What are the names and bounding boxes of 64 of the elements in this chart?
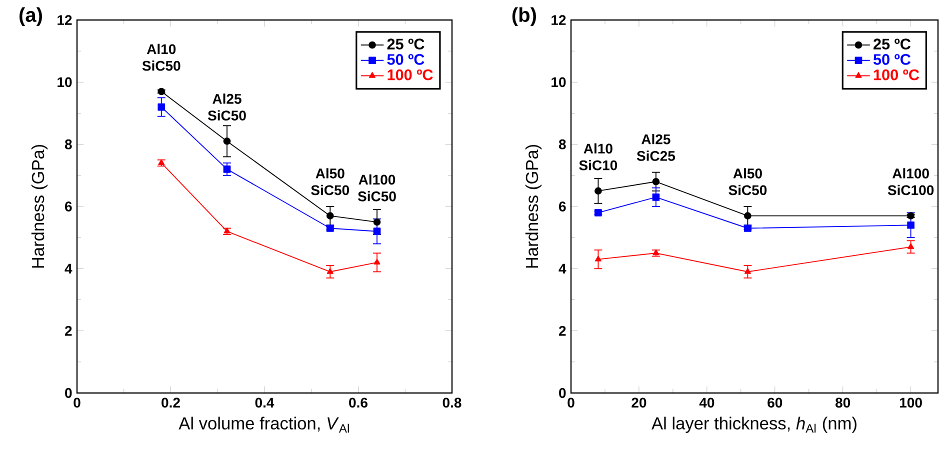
point	[158, 103, 166, 111]
y-tick-label: 2	[558, 326, 566, 336]
point	[326, 212, 334, 220]
legend-label: 25 ºC	[387, 38, 424, 50]
y-tick-label: 0	[65, 388, 72, 398]
point	[907, 221, 914, 229]
point	[652, 178, 660, 186]
x-tick-label: 0.2	[162, 398, 180, 408]
y-tick-label: 6	[65, 202, 72, 212]
annotation: Al100 SiC50	[358, 174, 396, 202]
y-tick-label: 10	[58, 77, 72, 88]
x-tick-label: 60	[768, 398, 782, 408]
point	[223, 166, 231, 173]
point	[373, 228, 381, 236]
point	[744, 212, 752, 220]
annotation: Al25 SiC50	[208, 94, 246, 121]
point	[744, 268, 751, 274]
y-tick-label: 12	[58, 15, 72, 25]
annotation: Al50 SiC50	[728, 168, 767, 196]
y-tick-label: 12	[552, 15, 566, 25]
y-tick-label: 6	[559, 202, 566, 212]
point	[223, 138, 231, 145]
point	[374, 258, 380, 265]
x-tick-label: 20	[632, 398, 646, 408]
annotation: Al25 SiC25	[636, 134, 676, 161]
legend-label: 50 ºC	[387, 54, 424, 65]
y-tick-label: 8	[558, 139, 566, 150]
x-tick-label: 100	[900, 398, 922, 408]
point	[326, 268, 334, 274]
x-tick-label: 0.4	[255, 398, 274, 408]
x-tick-label: 0.6	[349, 398, 368, 408]
x-tick-label: 0	[74, 398, 80, 408]
y-tick-label: 4	[558, 264, 566, 274]
point	[744, 224, 752, 232]
y-tick-label: 2	[64, 326, 72, 336]
point	[373, 218, 381, 226]
legend-label: 25 ºC	[874, 38, 911, 50]
y-axis-title: Hardness (GPa)	[31, 144, 48, 268]
annotation: Al10 SiC50	[142, 44, 180, 71]
annotation: Al100 SiC100	[888, 168, 934, 196]
point	[594, 187, 602, 195]
x-axis-title: Al layer thickness, h$_{Al}$ (nm)	[652, 416, 856, 433]
y-tick-label: 8	[64, 139, 72, 150]
y-tick-label: 0	[559, 388, 566, 398]
y-axis-title: Hardness (GPa)	[525, 144, 542, 268]
annotation: Al10 SiC10	[579, 143, 618, 170]
point	[908, 243, 914, 249]
legend-label: 50 ºC	[873, 54, 911, 65]
x-tick-label: 40	[699, 398, 714, 408]
chart-title: (b)	[512, 7, 536, 26]
x-tick-label: 0.8	[442, 398, 462, 408]
point	[326, 224, 334, 232]
point	[652, 193, 660, 201]
point	[907, 212, 914, 220]
chart-title: (a)	[20, 7, 42, 26]
y-tick-label: 10	[552, 77, 566, 88]
legend-label: 100 ºC	[388, 69, 433, 80]
y-tick-label: 4	[64, 264, 72, 274]
x-tick-label: 80	[836, 398, 850, 408]
point	[594, 256, 602, 262]
x-tick-label: 0	[568, 398, 574, 408]
annotation: Al50 SiC50	[311, 168, 350, 196]
x-axis-title: Al volume fraction, V$_{Al}$	[178, 416, 349, 433]
legend-label: 100 ºC	[874, 69, 920, 80]
